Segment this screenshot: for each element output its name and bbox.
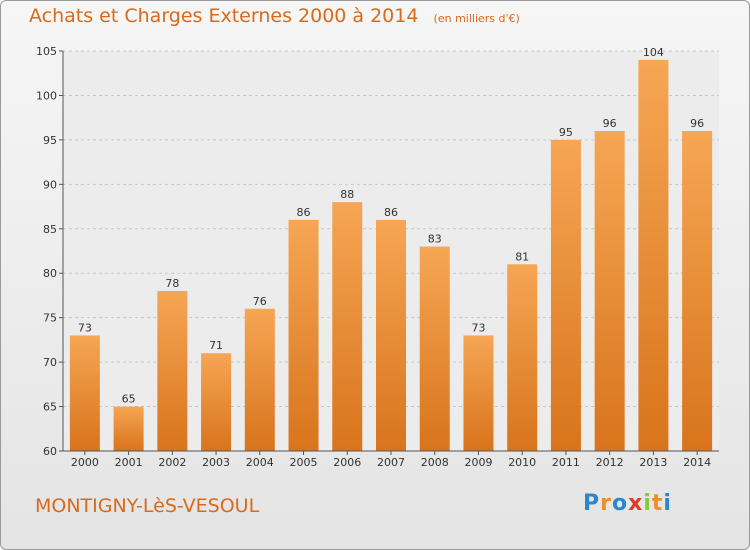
data-label: 71 [209, 339, 223, 352]
y-tick-label: 80 [43, 267, 57, 280]
bar [507, 264, 538, 451]
y-tick-label: 70 [43, 356, 57, 369]
data-label: 76 [253, 295, 267, 308]
title-line: Achats et Charges Externes 2000 à 2014 (… [29, 5, 520, 27]
axes: 60 65 70 75 80 85 90 95 100 105 2000 2001 2002 2003 20… [36, 45, 719, 469]
bar [288, 219, 319, 451]
bar [244, 308, 275, 451]
commune-name: MONTIGNY-LèS-VESOUL [35, 495, 260, 517]
y-tick-label: 100 [36, 89, 57, 102]
bar [550, 139, 581, 451]
chart-title: Achats et Charges Externes 2000 à 2014 [29, 5, 419, 27]
x-tick-label: 2000 [71, 456, 99, 469]
bar [376, 219, 406, 451]
x-tick-label: 2007 [377, 456, 405, 469]
data-label: 88 [340, 188, 354, 201]
x-tick-label: 2002 [158, 456, 186, 469]
data-label: 96 [690, 117, 704, 130]
data-label: 73 [471, 321, 485, 334]
y-tick-label: 75 [43, 312, 57, 325]
bar [201, 353, 232, 451]
logo-letter: P [583, 491, 601, 516]
data-label: 104 [643, 46, 664, 59]
chart-subtitle: (en milliers d'€) [433, 12, 520, 25]
bar [113, 406, 144, 451]
x-tick-label: 2006 [333, 456, 361, 469]
x-tick-label: 2001 [115, 456, 143, 469]
bar [638, 59, 669, 452]
bar [594, 131, 625, 451]
logo-letter: i [663, 491, 672, 516]
y-tick-label: 90 [43, 178, 57, 191]
data-label: 65 [122, 393, 136, 406]
bar [419, 246, 450, 451]
y-tick-label: 85 [43, 223, 57, 236]
y-tick-label: 95 [43, 134, 57, 147]
x-tick-label: 2010 [508, 456, 536, 469]
bar [157, 291, 188, 451]
data-label: 86 [384, 206, 398, 219]
bar [463, 335, 494, 451]
bar [332, 202, 363, 451]
logo-letter: r [600, 491, 612, 516]
data-label: 86 [297, 206, 311, 219]
x-tick-label: 2013 [639, 456, 667, 469]
logo-letter: t [651, 491, 664, 516]
y-tick-label: 105 [36, 45, 57, 58]
x-tick-label: 2004 [246, 456, 274, 469]
bars: 73 65 78 71 76 86 88 86 83 73 81 95 96 104 96 [69, 46, 713, 452]
data-label: 95 [559, 126, 573, 139]
bar [682, 131, 713, 451]
y-tick-label: 65 [43, 401, 57, 414]
x-tick-label: 2005 [290, 456, 318, 469]
x-tick-label: 2012 [596, 456, 624, 469]
x-tick-label: 2011 [552, 456, 580, 469]
data-label: 73 [78, 321, 92, 334]
x-tick-label: 2003 [202, 456, 230, 469]
bar [69, 335, 100, 451]
proxiti-logo: Proxiti [583, 491, 672, 516]
x-tick-label: 2009 [464, 456, 492, 469]
x-tick-label: 2008 [421, 456, 449, 469]
data-label: 96 [603, 117, 617, 130]
y-tick-label: 60 [43, 445, 57, 458]
data-label: 78 [165, 277, 179, 290]
logo-letter: x [628, 491, 644, 516]
data-label: 81 [515, 250, 529, 263]
x-tick-label: 2014 [683, 456, 711, 469]
logo-letter: i [643, 491, 652, 516]
data-label: 83 [428, 233, 442, 246]
logo-letter: o [611, 491, 629, 516]
